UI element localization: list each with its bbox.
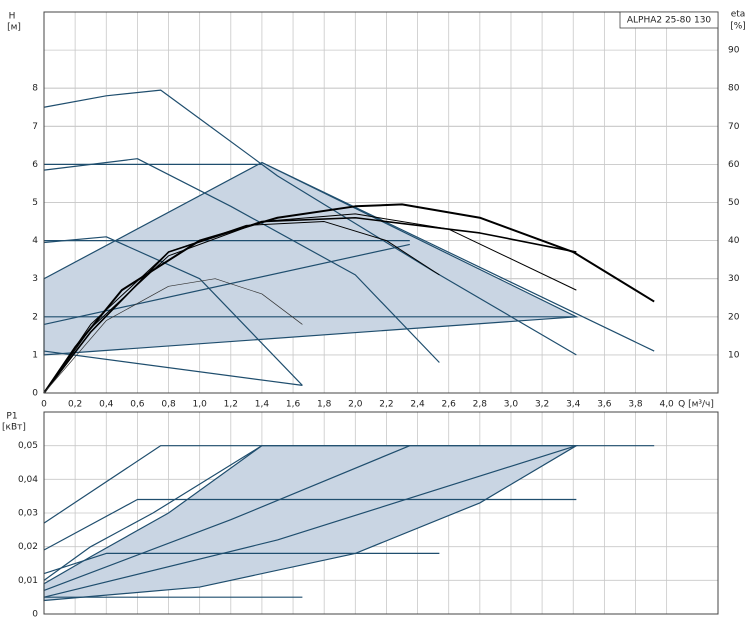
x-tick-label: 3,4	[566, 400, 581, 410]
y-unit: [кВт]	[2, 423, 26, 433]
y-tick-label: 0,05	[18, 441, 38, 451]
y-tick-label: 1	[32, 350, 38, 360]
curve	[43, 445, 411, 591]
y-tick-label: 0,02	[18, 542, 38, 552]
y2-tick-label: 90	[728, 46, 740, 56]
y-label: P1	[6, 412, 17, 422]
x-tick-label: 0,8	[161, 400, 176, 410]
curve	[43, 445, 577, 598]
x-tick-label: 2,6	[442, 400, 457, 410]
x-tick-label: 0,4	[99, 400, 114, 410]
curve	[261, 161, 655, 352]
y-tick-label: 2	[32, 312, 38, 322]
y-tick-label: 0	[32, 610, 38, 620]
area	[43, 161, 579, 356]
x-tick-label: 4,0	[659, 400, 674, 410]
x-tick-label: 2,2	[379, 400, 393, 410]
plot-frame	[43, 11, 719, 394]
curve	[43, 552, 440, 575]
x-tick-label: 3,6	[597, 400, 612, 410]
chart-title: ALPHA2 25-80 130	[627, 16, 712, 26]
y-tick-label: 3	[32, 274, 38, 284]
curve	[43, 445, 263, 581]
curve	[43, 350, 303, 386]
x-tick-label: 1,6	[286, 400, 301, 410]
y-tick-label: 0	[32, 389, 38, 399]
y2-tick-label: 10	[728, 350, 740, 360]
y-tick-label: 0,03	[18, 509, 38, 519]
y-tick-label: 0,01	[18, 576, 38, 586]
x-tick-label: 3,2	[535, 400, 549, 410]
y2-tick-label: 30	[728, 274, 740, 284]
y-tick-label: 8	[32, 84, 38, 94]
x-tick-label: 1,0	[192, 400, 207, 410]
curve	[43, 158, 440, 363]
y2-tick-label: 50	[728, 198, 740, 208]
y-tick-label: 0,04	[18, 475, 38, 485]
x-tick-label: 3,8	[628, 400, 643, 410]
curve	[43, 498, 577, 551]
x-tick-label: 0,2	[68, 400, 82, 410]
y2-label: eta	[731, 10, 746, 20]
curve	[43, 89, 577, 356]
curve	[43, 445, 655, 524]
x-tick-label: 0	[41, 400, 47, 410]
x-tick-label: 3,0	[504, 400, 519, 410]
curve	[43, 278, 303, 394]
y2-tick-label: 80	[728, 84, 740, 94]
x-tick-label: 2,4	[410, 400, 425, 410]
x-tick-label: 1,8	[317, 400, 332, 410]
y2-tick-label: 40	[728, 236, 740, 246]
y2-tick-label: 20	[728, 312, 740, 322]
x-tick-label: 2,0	[348, 400, 363, 410]
x-tick-label: 1,4	[255, 400, 270, 410]
plot-frame	[43, 411, 719, 615]
curve	[43, 213, 577, 394]
y-unit: [м]	[7, 23, 21, 33]
curve	[43, 236, 303, 386]
y-tick-label: 6	[32, 160, 38, 170]
curve	[43, 203, 655, 394]
x-tick-label: 2,8	[473, 400, 488, 410]
y-tick-label: 7	[32, 122, 38, 132]
title-box	[619, 11, 719, 29]
y-tick-label: 5	[32, 198, 38, 208]
y2-tick-label: 70	[728, 122, 740, 132]
x-tick-label: 1,2	[224, 400, 238, 410]
y-tick-label: 4	[32, 236, 38, 246]
y2-unit: [%]	[730, 22, 746, 32]
x-label: Q [м³/ч]	[678, 400, 714, 410]
y2-tick-label: 60	[728, 160, 740, 170]
curve	[43, 221, 440, 394]
x-tick-label: 0,6	[130, 400, 145, 410]
y-label: H	[9, 12, 16, 22]
